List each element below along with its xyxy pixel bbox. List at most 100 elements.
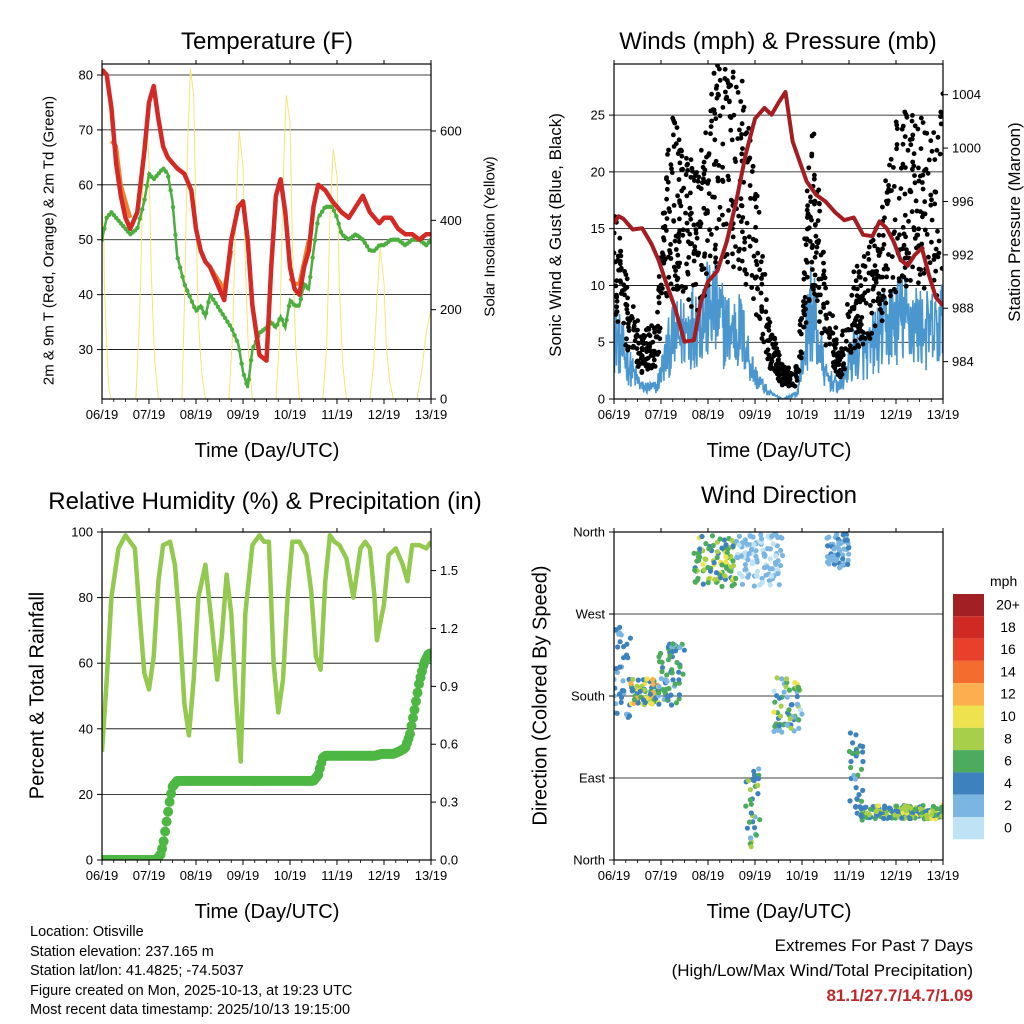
gust-point [903, 112, 909, 117]
gust-point [908, 142, 914, 148]
gust-point [893, 289, 899, 295]
gust-point [938, 121, 943, 127]
dewpoint-point [246, 377, 251, 382]
direction-point [755, 776, 762, 782]
dewpoint-point [308, 274, 313, 280]
direction-point [620, 678, 626, 684]
direction-point [757, 817, 763, 823]
gust-point [708, 124, 714, 129]
precip-point [157, 843, 168, 854]
direction-point [773, 553, 779, 559]
dewpoint-point [310, 255, 315, 260]
gust-point [715, 178, 721, 184]
gust-point [680, 232, 686, 238]
direction-point [850, 740, 856, 746]
direction-point [840, 552, 846, 558]
gust-point [909, 209, 915, 215]
direction-point [858, 806, 865, 812]
gust-point [872, 243, 877, 249]
direction-point [614, 710, 620, 716]
gust-point [702, 167, 708, 173]
gust-point [685, 271, 691, 277]
legend-level-label: 6 [1004, 753, 1012, 769]
gust-point [649, 323, 654, 328]
gust-point [895, 235, 900, 241]
legend-swatch [953, 638, 984, 661]
gust-point [803, 320, 809, 326]
pressure-line [614, 90, 943, 344]
gust-point [821, 268, 827, 274]
gust-point [713, 255, 719, 261]
gust-point [924, 232, 930, 237]
gust-point [730, 69, 736, 75]
location-line: Location: Otisville [30, 924, 144, 940]
legend-level-label: 4 [1004, 775, 1012, 791]
gust-point [929, 148, 935, 154]
humidity-ylabel: Percent & Total Rainfall [26, 591, 49, 800]
direction-point [627, 635, 634, 641]
gust-point [910, 159, 916, 165]
station-info: Location: Otisville Station elevation: 2… [30, 923, 352, 1021]
recent-data-line: Most recent data timestamp: 2025/10/13 1… [30, 1002, 351, 1018]
gust-point [684, 193, 690, 199]
direction-point [788, 725, 794, 731]
dewpoint-point [218, 308, 223, 313]
gust-point [654, 334, 660, 339]
gust-point [900, 225, 906, 230]
legend-level-label: 0 [1004, 820, 1012, 836]
temperature-panel: 30 40 50 60 70 80 06/19 07/19 08/19 09/19 10/19 11/… [79, 60, 462, 422]
direction-point [939, 804, 943, 810]
gust-point [812, 272, 818, 278]
dewpoint-point [192, 304, 197, 310]
gust-point [894, 146, 899, 152]
gust-point [810, 267, 815, 272]
gust-point [813, 233, 819, 239]
direction-point [618, 699, 624, 706]
gust-point [724, 78, 730, 83]
gust-point [803, 242, 809, 248]
gust-point [862, 336, 868, 341]
gust-point [816, 285, 822, 290]
direction-point [784, 679, 790, 686]
gust-point [667, 248, 672, 253]
gust-point [853, 300, 859, 306]
gust-point [683, 172, 689, 178]
gust-point [701, 266, 707, 271]
dewpoint-point [284, 317, 289, 323]
direction-point [755, 782, 761, 789]
direction-point [659, 665, 666, 671]
gust-point [672, 120, 678, 126]
direction-point [714, 555, 720, 561]
gust-point [674, 125, 680, 130]
gust-point [667, 209, 672, 215]
gust-point [804, 207, 810, 213]
direction-point [854, 796, 860, 802]
gust-point [904, 247, 909, 253]
direction-point [858, 813, 865, 819]
direction-point [670, 641, 676, 647]
gust-point [823, 342, 829, 348]
gust-point [740, 107, 746, 113]
gust-point [671, 132, 676, 138]
temp-ytick-label: 40 [79, 287, 93, 302]
direction-point [629, 688, 635, 694]
direction-point [697, 546, 703, 552]
direction-point [940, 809, 943, 815]
gust-point [759, 281, 765, 287]
gust-point [733, 84, 739, 90]
dewpoint-point [312, 237, 318, 243]
direction-point [736, 570, 743, 577]
gust-point [737, 266, 743, 272]
temp-ytick-label: 30 [79, 342, 93, 357]
temp-ytick-right-label: 0 [440, 392, 447, 407]
precip-point [406, 720, 417, 731]
direction-point [748, 801, 754, 807]
extremes-subtitle: (High/Low/Max Wind/Total Precipitation) [671, 961, 973, 980]
gust-point [760, 272, 766, 277]
gust-point [815, 218, 821, 224]
direction-point [677, 664, 683, 670]
gust-point [809, 151, 815, 157]
wind-ytick-right-label: 984 [952, 354, 974, 369]
direction-point [858, 766, 865, 772]
direction-point [730, 543, 736, 549]
